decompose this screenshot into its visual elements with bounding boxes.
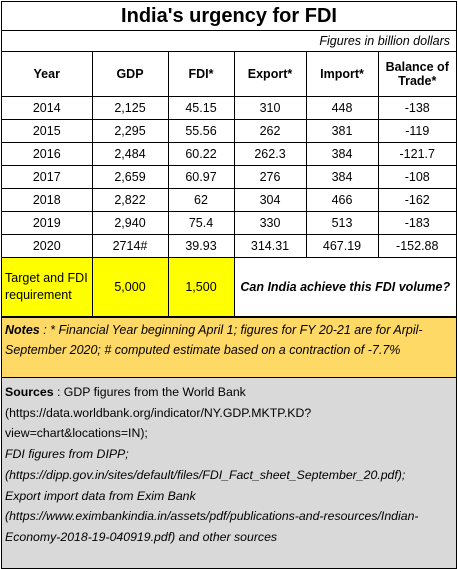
- table-cell: 2,822: [91, 188, 169, 212]
- fdi-table: Year GDP FDI* Export* Import* Balance of…: [2, 52, 456, 317]
- table-row: 2020 2714# 39.93 314.31 467.19 -152.88: [2, 234, 456, 258]
- column-header: Import*: [305, 52, 379, 97]
- table-cell: 448: [305, 96, 379, 120]
- target-question: Can India achieve this FDI volume?: [233, 257, 456, 317]
- table-cell: 2,125: [91, 96, 169, 120]
- table-cell: 304: [233, 188, 307, 212]
- table-cell: 384: [305, 165, 379, 189]
- table-row: 2019 2,940 75.4 330 513 -183: [2, 211, 456, 235]
- table-row: 2014 2,125 45.15 310 448 -138: [2, 96, 456, 120]
- column-header: Balance of Trade*: [377, 52, 456, 97]
- table-cell: 466: [305, 188, 379, 212]
- table-cell: 262.3: [233, 142, 307, 166]
- target-fdi: 1,500: [167, 257, 235, 317]
- table-header-row: Year GDP FDI* Export* Import* Balance of…: [2, 52, 456, 97]
- column-header: Year: [2, 52, 93, 97]
- table-cell: -162: [377, 188, 456, 212]
- table-cell: 2015: [2, 119, 93, 143]
- column-header: Export*: [233, 52, 307, 97]
- target-row: Target and FDI requirement 5,000 1,500 C…: [2, 257, 456, 317]
- table-cell: 2,484: [91, 142, 169, 166]
- table-cell: 384: [305, 142, 379, 166]
- sources-label: Sources: [5, 385, 54, 399]
- table-cell: 2714#: [91, 234, 169, 258]
- table-cell: 276: [233, 165, 307, 189]
- table-cell: 467.19: [305, 234, 379, 258]
- table-row: 2017 2,659 60.97 276 384 -108: [2, 165, 456, 189]
- table-cell: 262: [233, 119, 307, 143]
- sources-gdp-text: : GDP figures from the World Bank (https…: [5, 385, 312, 441]
- table-cell: 2016: [2, 142, 93, 166]
- table-cell: 330: [233, 211, 307, 235]
- table-cell: 2019: [2, 211, 93, 235]
- table-row: 2015 2,295 55.56 262 381 -119: [2, 119, 456, 143]
- table-cell: 75.4: [167, 211, 235, 235]
- table-cell: 60.97: [167, 165, 235, 189]
- table-row: 2018 2,822 62 304 466 -162: [2, 188, 456, 212]
- table-cell: 2014: [2, 96, 93, 120]
- table-cell: 314.31: [233, 234, 307, 258]
- table-cell: 2017: [2, 165, 93, 189]
- table-cell: 62: [167, 188, 235, 212]
- notes-text: : * Financial Year beginning April 1; fi…: [5, 323, 423, 357]
- table-cell: -138: [377, 96, 456, 120]
- sources-exim-text: Export import data from Exim Bank (https…: [5, 488, 419, 544]
- sources-section: Sources : GDP figures from the World Ban…: [2, 377, 456, 568]
- table-cell: -119: [377, 119, 456, 143]
- table-cell: -183: [377, 211, 456, 235]
- table-cell: 2,295: [91, 119, 169, 143]
- target-gdp: 5,000: [91, 257, 169, 317]
- table-cell: 513: [305, 211, 379, 235]
- column-header: GDP: [91, 52, 169, 97]
- target-label: Target and FDI requirement: [2, 257, 93, 317]
- sources-fdi-text: FDI figures from DIPP; (https://dipp.gov…: [5, 447, 406, 482]
- table-cell: 2018: [2, 188, 93, 212]
- table-cell: 2,940: [91, 211, 169, 235]
- table-cell: -121.7: [377, 142, 456, 166]
- column-header: FDI*: [167, 52, 235, 97]
- notes-label: Notes: [5, 323, 40, 337]
- units-note: Figures in billion dollars: [2, 31, 456, 52]
- page-title: India's urgency for FDI: [2, 2, 456, 31]
- table-cell: 55.56: [167, 119, 235, 143]
- table-cell: -108: [377, 165, 456, 189]
- table-cell: 310: [233, 96, 307, 120]
- table-row: 2016 2,484 60.22 262.3 384 -121.7: [2, 142, 456, 166]
- table-cell: -152.88: [377, 234, 456, 258]
- notes-section: Notes : * Financial Year beginning April…: [2, 317, 456, 377]
- table-cell: 60.22: [167, 142, 235, 166]
- table-cell: 2020: [2, 234, 93, 258]
- table-cell: 39.93: [167, 234, 235, 258]
- table-cell: 381: [305, 119, 379, 143]
- table-cell: 45.15: [167, 96, 235, 120]
- table-cell: 2,659: [91, 165, 169, 189]
